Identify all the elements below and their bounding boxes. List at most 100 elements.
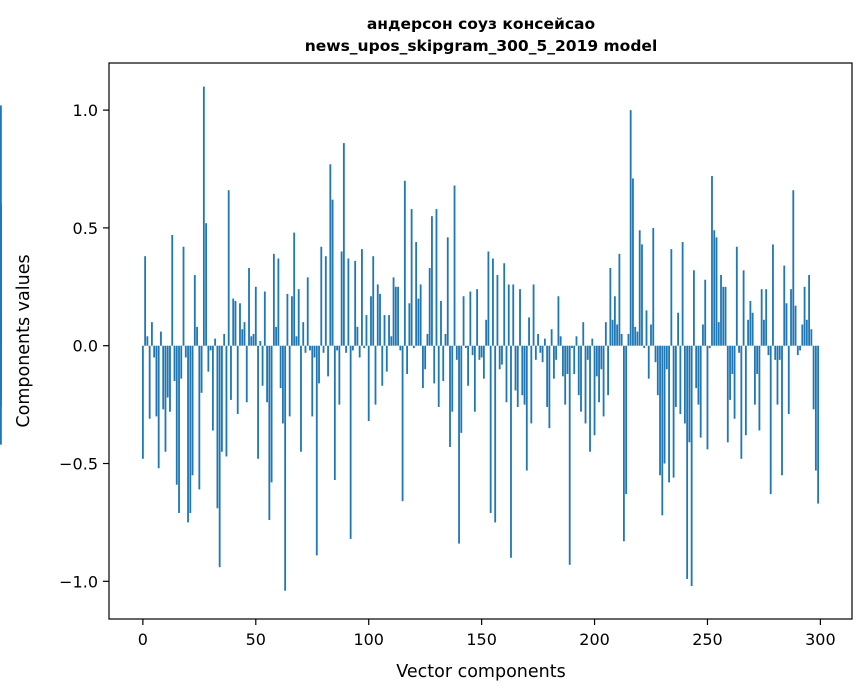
bar-component-185 bbox=[559, 336, 562, 346]
bar-component-30 bbox=[209, 345, 212, 351]
bar-component-277 bbox=[767, 345, 770, 356]
bar-component-102 bbox=[372, 256, 375, 346]
bar-component-291 bbox=[799, 345, 801, 351]
bar-component-159 bbox=[501, 345, 503, 365]
bar-component-26 bbox=[200, 345, 203, 393]
bar-component-44 bbox=[241, 329, 244, 346]
bar-component-143 bbox=[464, 345, 467, 349]
bar-component-104 bbox=[376, 284, 379, 346]
bar-component-197 bbox=[586, 345, 589, 360]
bar-component-2 bbox=[146, 336, 149, 346]
bar-component-279 bbox=[772, 244, 774, 346]
bar-component-128 bbox=[431, 216, 433, 346]
bar-component-203 bbox=[600, 345, 603, 370]
bar-component-205 bbox=[604, 322, 607, 346]
bar-component-28 bbox=[205, 223, 208, 346]
bar-component-47 bbox=[248, 267, 250, 346]
y-tick-label: −1.0 bbox=[59, 572, 98, 591]
bar-component-247 bbox=[699, 345, 702, 438]
x-tick-label: 0 bbox=[138, 630, 148, 649]
bar-component-163 bbox=[510, 345, 512, 558]
bar-component-6 bbox=[155, 345, 158, 417]
bar-component-38 bbox=[227, 190, 230, 346]
bar-component-129 bbox=[433, 345, 436, 384]
bar-component-136 bbox=[449, 345, 451, 448]
bar-component-165 bbox=[514, 345, 517, 391]
bar-component-160 bbox=[503, 263, 506, 346]
bar-component-84 bbox=[331, 199, 334, 346]
bar-component-223 bbox=[645, 310, 648, 346]
bar-component-29 bbox=[207, 345, 210, 372]
bar-component-10 bbox=[164, 345, 167, 452]
bar-component-76 bbox=[313, 345, 316, 358]
bar-component-131 bbox=[437, 345, 440, 407]
plot-frame bbox=[108, 62, 853, 620]
bar-component-243 bbox=[690, 345, 693, 587]
bar-component-154 bbox=[489, 345, 492, 513]
bar-component-72 bbox=[304, 345, 307, 353]
bar-component-282 bbox=[778, 345, 781, 360]
bar-component-56 bbox=[268, 345, 271, 521]
bar-component-201 bbox=[595, 345, 598, 377]
bar-component-35 bbox=[221, 345, 223, 452]
bar-component-157 bbox=[496, 275, 499, 346]
bar-component-231 bbox=[663, 345, 666, 464]
x-axis-label: Vector components bbox=[396, 662, 565, 682]
bar-component-18 bbox=[182, 246, 185, 346]
bar-component-230 bbox=[661, 345, 664, 516]
bar-component-258 bbox=[724, 286, 727, 346]
bar-component-93 bbox=[352, 345, 354, 351]
bar-component-83 bbox=[329, 164, 332, 346]
bar-component-32 bbox=[214, 338, 217, 346]
bar-component-97 bbox=[361, 249, 363, 346]
bar-component-298 bbox=[814, 345, 817, 471]
bar-component-14 bbox=[173, 345, 176, 382]
bar-component-5 bbox=[153, 345, 156, 358]
bar-component-137 bbox=[451, 345, 454, 412]
chart-title-line-1: андерсон соуз консейсао bbox=[367, 15, 595, 33]
bar-component-192 bbox=[575, 336, 578, 346]
bar-component-80 bbox=[322, 345, 325, 353]
bar-component-13 bbox=[171, 234, 174, 346]
bar-component-264 bbox=[738, 345, 740, 353]
bar-component-178 bbox=[543, 338, 546, 346]
bar-component-285 bbox=[785, 303, 788, 346]
bar-component-166 bbox=[516, 345, 519, 407]
bar-component-180 bbox=[548, 345, 551, 429]
bar-component-101 bbox=[370, 296, 372, 346]
bar-component-105 bbox=[379, 293, 381, 346]
bar-component-262 bbox=[733, 345, 736, 419]
bar-component-229 bbox=[659, 345, 661, 476]
bar-component-71 bbox=[302, 322, 305, 346]
bar-component-112 bbox=[394, 286, 397, 346]
bar-component-113 bbox=[397, 286, 399, 346]
bar-component-196 bbox=[584, 345, 587, 424]
bar-component-299 bbox=[817, 345, 820, 504]
bar-component-199 bbox=[591, 338, 594, 346]
bar-component-297 bbox=[812, 345, 815, 410]
bar-component-191 bbox=[573, 345, 576, 374]
bar-component-51 bbox=[257, 345, 259, 459]
bar-component-69 bbox=[297, 289, 300, 346]
bar-component-221 bbox=[641, 244, 643, 346]
bar-component-271 bbox=[753, 345, 756, 405]
bar-component-177 bbox=[541, 345, 544, 363]
x-tick-label: 200 bbox=[579, 630, 610, 649]
bar-component-25 bbox=[198, 345, 201, 490]
bar-component-23 bbox=[193, 275, 196, 346]
bar-component-257 bbox=[722, 286, 725, 346]
bar-component-222 bbox=[643, 345, 646, 349]
bar-component-217 bbox=[632, 178, 634, 346]
bar-component-126 bbox=[426, 333, 429, 346]
bar-component-100 bbox=[367, 345, 370, 422]
bar-component-266 bbox=[742, 270, 745, 346]
bar-component-249 bbox=[704, 279, 707, 346]
bar-component-120 bbox=[412, 345, 415, 349]
bar-component-135 bbox=[446, 237, 449, 346]
bar-component-undefined bbox=[0, 345, 2, 445]
bar-component-37 bbox=[225, 345, 228, 457]
bar-component-254 bbox=[715, 237, 718, 346]
bar-component-209 bbox=[613, 296, 616, 346]
bar-component-124 bbox=[422, 345, 424, 389]
bar-component-108 bbox=[385, 345, 388, 372]
